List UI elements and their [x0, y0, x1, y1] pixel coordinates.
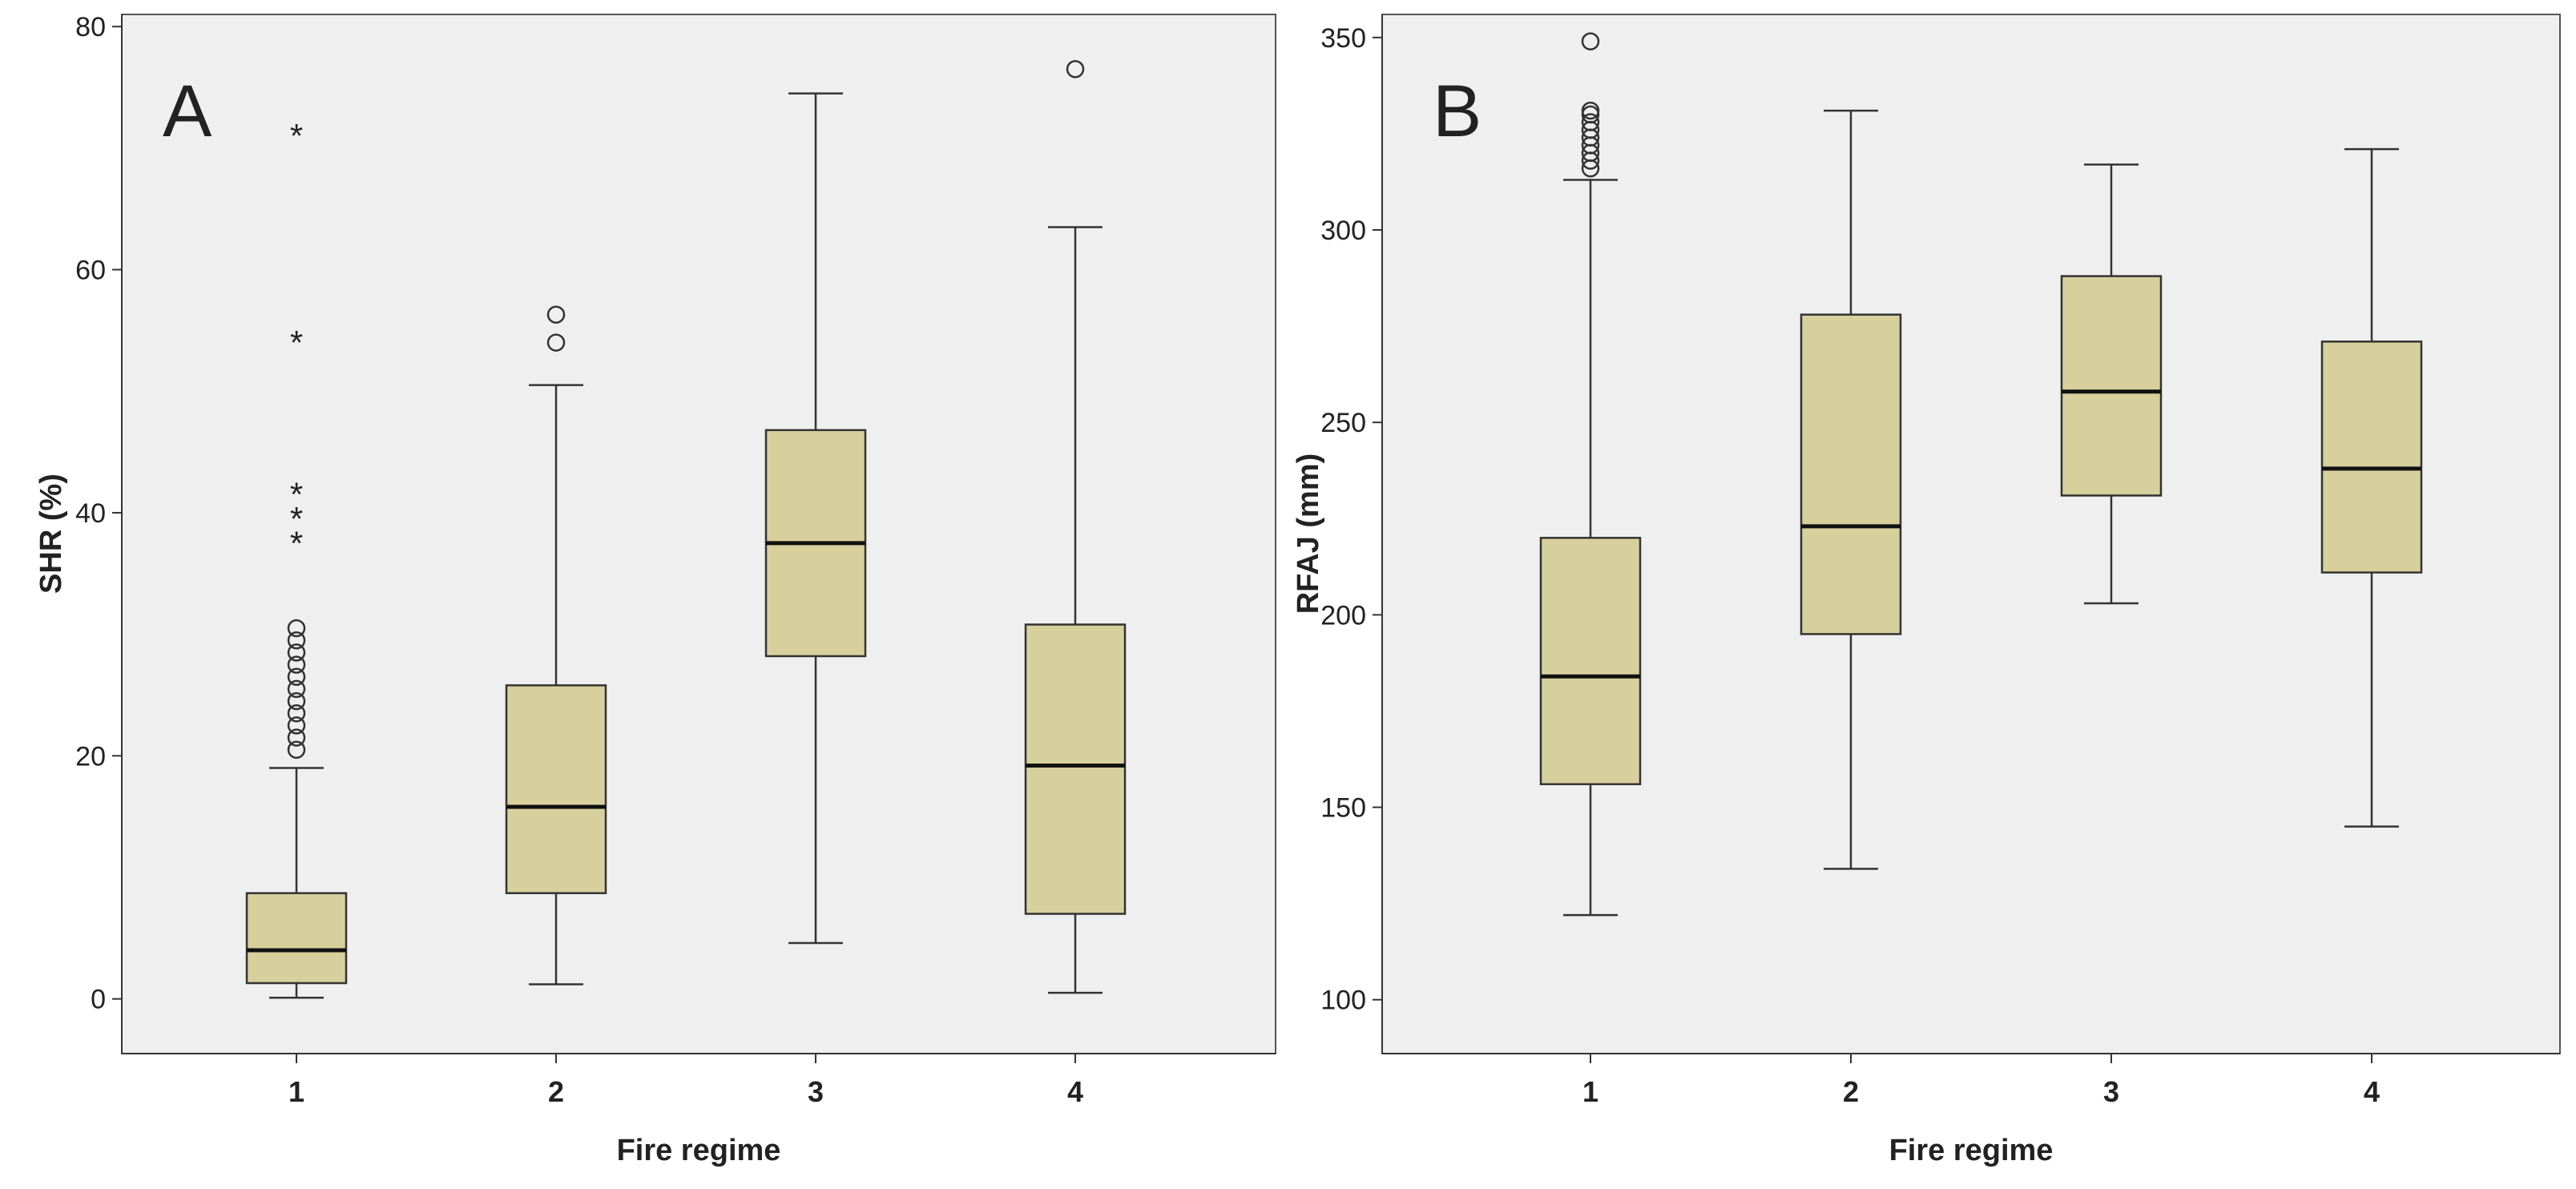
boxes	[1539, 32, 2423, 917]
y-tick-label: 100	[1320, 985, 1366, 1016]
outlier-point	[287, 679, 306, 699]
y-tick-label: 350	[1320, 23, 1366, 54]
outlier-point	[1066, 60, 1085, 79]
y-tick-label: 20	[75, 741, 106, 772]
extreme-point: *	[290, 500, 303, 538]
y-tick-label: 150	[1320, 793, 1366, 824]
iqr-box	[1800, 313, 1902, 635]
box-2	[505, 305, 607, 985]
iqr-box	[2060, 275, 2163, 497]
outlier-point	[1581, 113, 1600, 131]
extreme-point: *	[290, 524, 303, 562]
y-ticks: 0 20 40 60 80	[75, 12, 122, 1015]
y-ticks: 100 150 200 250 300 350	[1320, 23, 1382, 1016]
extreme-point: *	[290, 476, 303, 514]
box-4	[2320, 147, 2423, 828]
y-tick-label: 40	[75, 498, 106, 529]
extreme-point: *	[290, 324, 303, 361]
x-tick-label: 4	[2364, 1075, 2380, 1108]
iqr-box	[245, 892, 348, 985]
y-axis-title: RFAJ (mm)	[1292, 453, 1325, 615]
panel-letter: A	[163, 71, 212, 152]
y-tick-label: 300	[1320, 216, 1366, 246]
y-tick-label: 200	[1320, 600, 1366, 631]
y-tick-label: 250	[1320, 408, 1366, 438]
box-2	[1800, 109, 1902, 870]
outlier-point	[287, 643, 306, 662]
outlier-point	[287, 716, 306, 735]
x-tick-label: 3	[808, 1075, 824, 1108]
outlier-point	[287, 704, 306, 723]
box-1	[1539, 32, 1642, 917]
x-axis-title: Fire regime	[1889, 1134, 2054, 1167]
outlier-point	[287, 619, 306, 638]
panel-b: 100 150 200 250 300 350 1 2 3 4 B Fire regime RF…	[1292, 14, 2561, 1167]
y-tick-label: 60	[75, 256, 106, 286]
box-1: *****	[245, 117, 348, 999]
x-axis-title: Fire regime	[617, 1134, 781, 1167]
outlier-point	[287, 667, 306, 686]
box-3	[2060, 163, 2163, 605]
outlier-point	[287, 691, 306, 711]
y-tick-label: 80	[75, 12, 106, 42]
outlier-point	[1581, 101, 1600, 120]
iqr-box	[2320, 341, 2423, 574]
outlier-point	[287, 655, 306, 674]
x-tick-label: 2	[548, 1075, 564, 1108]
x-tick-label: 1	[1582, 1075, 1598, 1108]
outlier-point	[546, 333, 566, 352]
y-tick-label: 0	[91, 985, 106, 1015]
outlier-point	[1581, 32, 1600, 50]
x-tick-label: 4	[1067, 1075, 1083, 1108]
x-ticks: 1 2 3 4	[1582, 1054, 2380, 1108]
x-ticks: 1 2 3 4	[288, 1054, 1083, 1108]
box-3	[764, 92, 867, 945]
x-tick-label: 3	[2103, 1075, 2119, 1108]
outlier-point	[546, 305, 566, 324]
x-tick-label: 1	[288, 1075, 304, 1108]
iqr-box	[1539, 537, 1642, 785]
outlier-point	[287, 740, 306, 760]
boxes: *****	[245, 60, 1127, 999]
y-axis-title: SHR (%)	[34, 474, 68, 594]
panel-letter: B	[1433, 71, 1482, 152]
box-4	[1024, 60, 1127, 994]
extreme-point: *	[290, 117, 303, 155]
outlier-point	[287, 728, 306, 747]
outlier-point	[287, 631, 306, 650]
iqr-box	[505, 684, 607, 895]
iqr-box	[1024, 623, 1127, 915]
x-tick-label: 2	[1843, 1075, 1859, 1108]
